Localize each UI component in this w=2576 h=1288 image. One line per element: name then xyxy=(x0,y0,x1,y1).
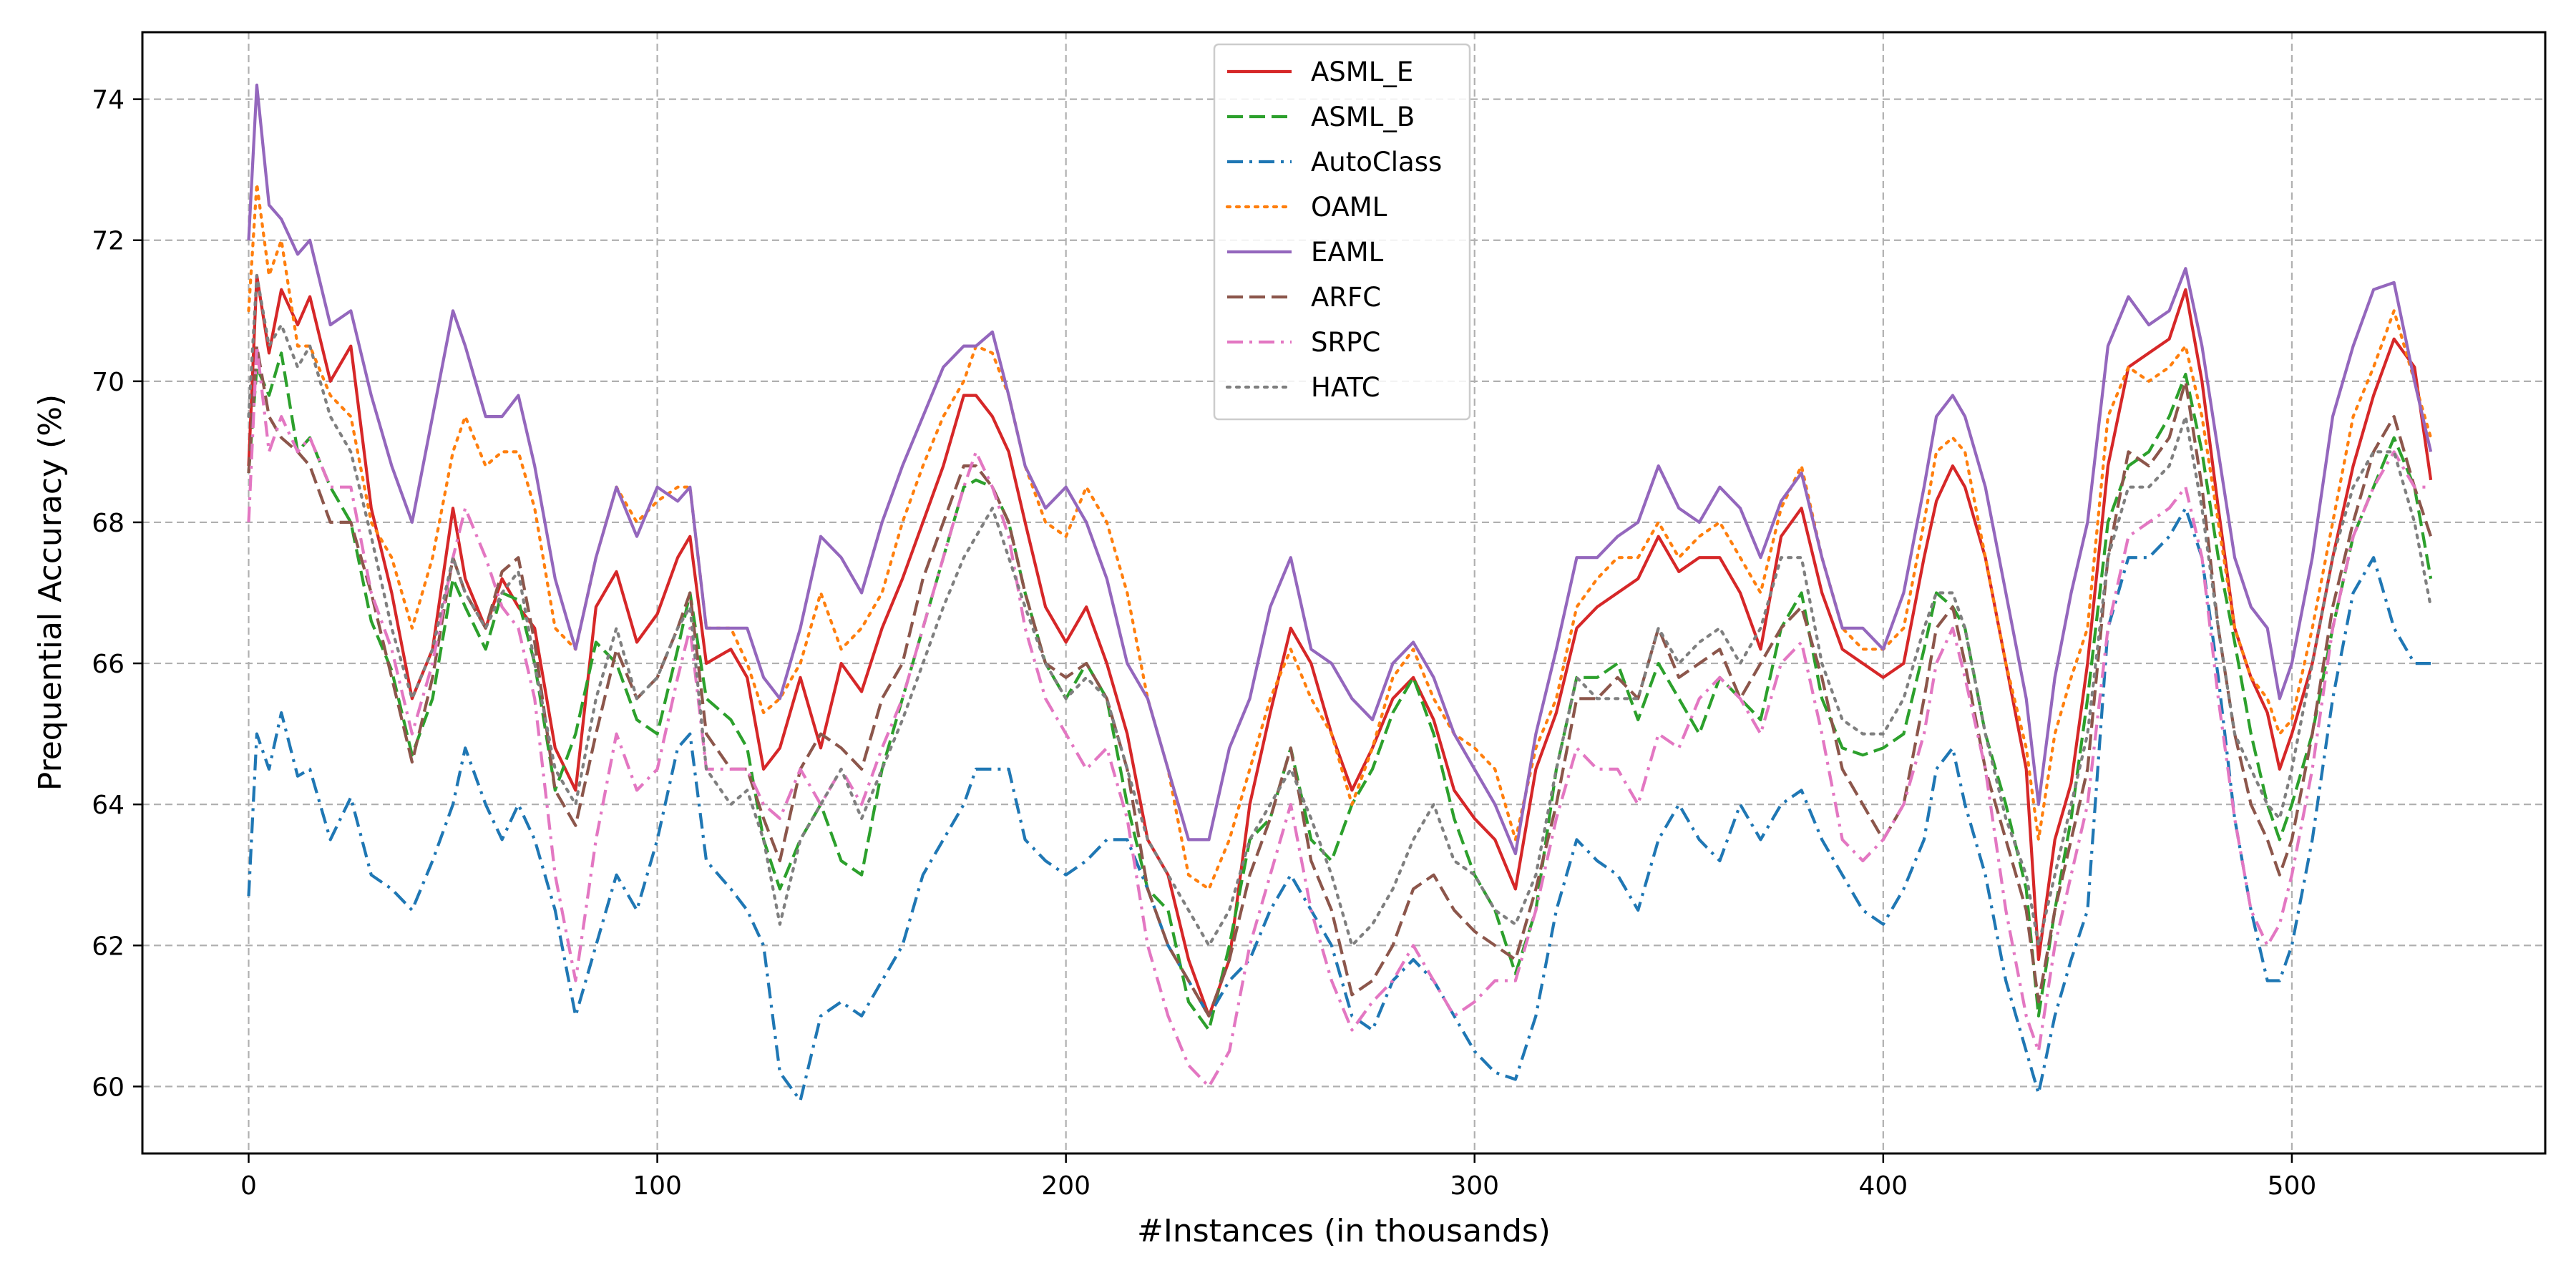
y-axis-title: Prequential Accuracy (%) xyxy=(32,394,69,791)
series-layer xyxy=(247,83,2433,1103)
x-tick-label: 200 xyxy=(1041,1171,1091,1201)
legend-label: HATC xyxy=(1311,372,1380,403)
legend-label: ARFC xyxy=(1311,282,1381,313)
y-tick-label: 70 xyxy=(92,368,125,397)
series-line-asml-b xyxy=(247,351,2433,1032)
plot-frame xyxy=(141,31,2547,1155)
x-tick-label: 100 xyxy=(633,1171,682,1201)
legend-label: AutoClass xyxy=(1311,147,1442,177)
legend-label: EAML xyxy=(1311,237,1384,268)
x-tick-label: 400 xyxy=(1858,1171,1908,1201)
y-tick-label: 64 xyxy=(92,791,125,820)
series-line-hatc xyxy=(247,273,2433,947)
legend-box xyxy=(1213,43,1471,421)
y-tick-label: 60 xyxy=(92,1073,125,1102)
series-line-autoclass xyxy=(247,507,2431,1103)
legend-label: OAML xyxy=(1311,192,1387,223)
series-line-eaml xyxy=(247,83,2433,856)
legend: ASML_E ASML_B AutoClass OAML EAML ARFC SRPC HAT… xyxy=(1213,43,1471,421)
x-axis-title: #Instances (in thousands) xyxy=(1137,1213,1551,1249)
axis-ticks: 0 100 200 300 400 500 60 62 64 66 68 70 72 74 xyxy=(92,86,2316,1201)
series-line-srpc xyxy=(247,344,2431,1088)
y-tick-label: 66 xyxy=(92,650,125,679)
legend-label: SRPC xyxy=(1311,327,1380,358)
y-tick-label: 68 xyxy=(92,509,125,538)
x-tick-label: 300 xyxy=(1450,1171,1499,1201)
y-tick-label: 62 xyxy=(92,932,125,961)
x-tick-label: 500 xyxy=(2268,1171,2317,1201)
legend-label: ASML_E xyxy=(1311,57,1413,87)
series-line-arfc xyxy=(247,344,2433,1018)
y-tick-label: 72 xyxy=(92,227,125,256)
legend-label: ASML_B xyxy=(1311,102,1415,132)
y-tick-label: 74 xyxy=(92,86,125,115)
x-tick-label: 0 xyxy=(240,1171,257,1201)
